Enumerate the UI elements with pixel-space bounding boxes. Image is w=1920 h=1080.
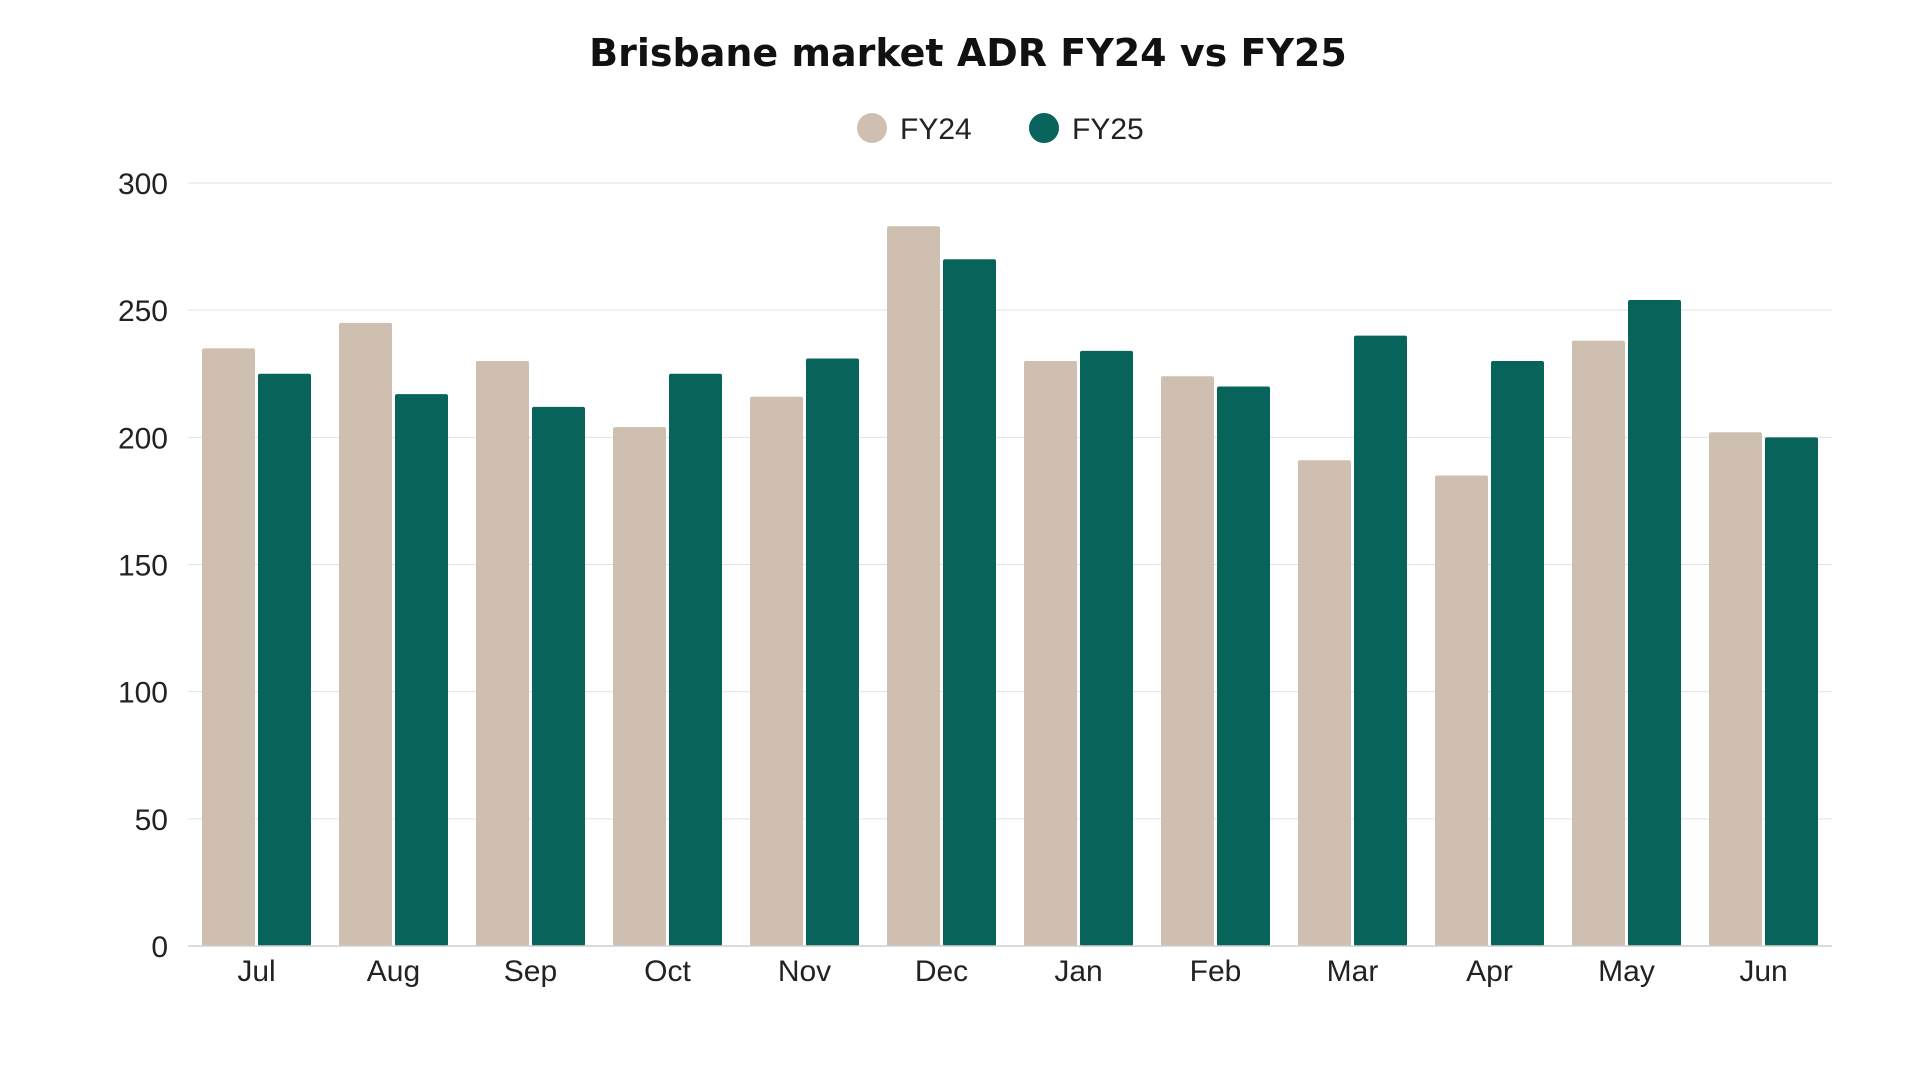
- bar-fy24-nov: [750, 396, 803, 946]
- x-tick-label: Jul: [237, 955, 275, 988]
- bar-fy25-oct: [669, 373, 722, 946]
- y-tick-label: 300: [118, 168, 168, 201]
- bar-fy25-apr: [1491, 361, 1544, 946]
- y-axis-ticks: 0 50 100 150 200 250 300: [118, 168, 168, 964]
- bar-fy24-jun: [1709, 432, 1762, 946]
- bar-fy24-sep: [476, 361, 529, 946]
- bar-fy24-feb: [1161, 376, 1214, 946]
- x-tick-label: Aug: [367, 955, 420, 988]
- y-tick-label: 100: [118, 677, 168, 710]
- y-tick-label: 200: [118, 422, 168, 455]
- bar-fy25-may: [1628, 299, 1681, 946]
- chart-title: Brisbane market ADR FY24 vs FY25: [589, 31, 1347, 75]
- legend-item-fy25: FY25: [1029, 113, 1144, 146]
- legend-swatch-fy25: [1029, 113, 1059, 143]
- bar-fy25-jul: [258, 373, 311, 946]
- y-tick-label: 0: [151, 931, 168, 964]
- x-tick-label: Oct: [644, 955, 691, 988]
- bar-fy24-jul: [202, 348, 255, 947]
- x-tick-label: Apr: [1466, 955, 1513, 988]
- legend: FY24 FY25: [857, 113, 1144, 146]
- x-tick-label: Jan: [1054, 955, 1102, 988]
- y-tick-label: 50: [135, 804, 168, 837]
- legend-swatch-fy24: [857, 113, 887, 143]
- legend-label-fy25: FY25: [1072, 113, 1144, 146]
- legend-label-fy24: FY24: [900, 113, 972, 146]
- x-tick-label: Nov: [778, 955, 831, 988]
- bar-fy24-jan: [1024, 361, 1077, 946]
- gridlines: [188, 182, 1832, 820]
- bar-fy24-mar: [1298, 460, 1351, 946]
- bar-fy25-mar: [1354, 335, 1407, 947]
- bar-fy25-feb: [1217, 386, 1270, 946]
- bar-fy24-may: [1572, 340, 1625, 947]
- bar-fy24-aug: [339, 322, 392, 947]
- x-tick-label: May: [1598, 955, 1655, 988]
- bar-fy25-aug: [395, 394, 448, 946]
- bar-fy25-sep: [532, 406, 585, 946]
- x-tick-label: Mar: [1327, 955, 1379, 988]
- x-tick-label: Dec: [915, 955, 968, 988]
- bar-fy24-apr: [1435, 475, 1488, 946]
- y-tick-label: 250: [118, 295, 168, 328]
- bar-fy25-jun: [1765, 437, 1818, 946]
- x-tick-label: Feb: [1190, 955, 1242, 988]
- bar-fy25-dec: [943, 259, 996, 946]
- y-tick-label: 150: [118, 550, 168, 583]
- x-tick-label: Jun: [1739, 955, 1787, 988]
- legend-item-fy24: FY24: [857, 113, 972, 146]
- bar-fy25-jan: [1080, 350, 1133, 946]
- x-axis-ticks: Jul Aug Sep Oct Nov Dec Jan Feb Mar Apr May Jun: [237, 955, 1787, 988]
- x-tick-label: Sep: [504, 955, 557, 988]
- bar-fy24-dec: [887, 226, 940, 946]
- bar-fy25-nov: [806, 358, 859, 946]
- bars: [202, 226, 1818, 947]
- bar-fy24-oct: [613, 427, 666, 946]
